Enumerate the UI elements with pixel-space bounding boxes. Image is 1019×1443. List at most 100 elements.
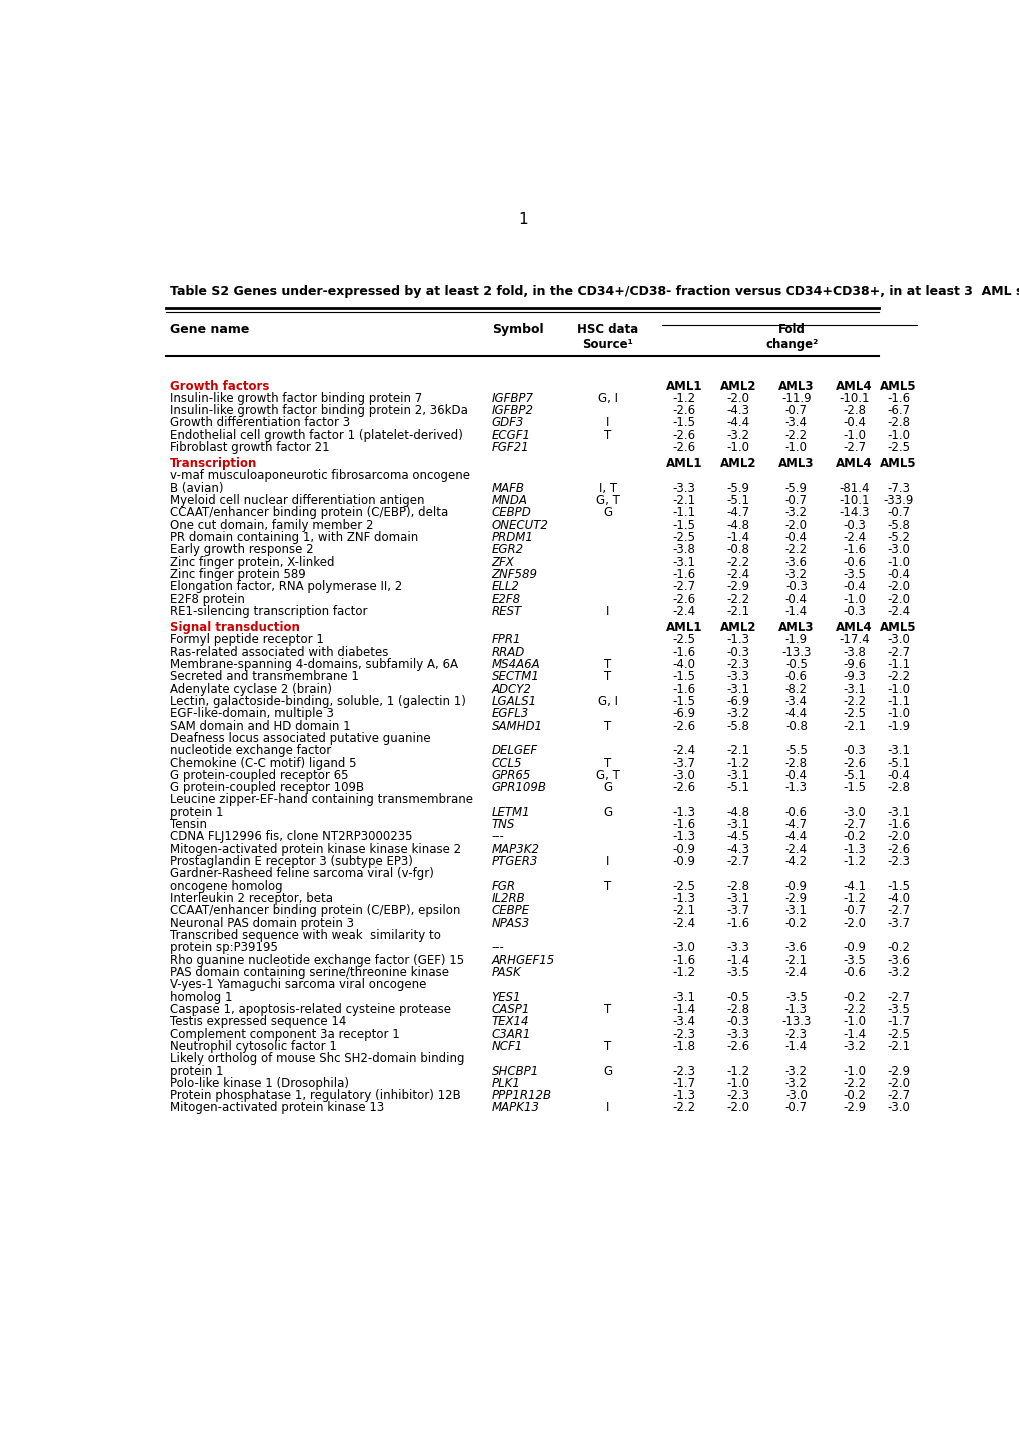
Text: Signal transduction: Signal transduction (170, 620, 300, 633)
Text: -1.6: -1.6 (672, 569, 695, 582)
Text: -1.6: -1.6 (672, 683, 695, 696)
Text: AML4: AML4 (836, 457, 872, 470)
Text: -1.6: -1.6 (672, 954, 695, 967)
Text: -3.0: -3.0 (887, 1101, 909, 1114)
Text: -1.0: -1.0 (784, 442, 807, 455)
Text: -3.2: -3.2 (784, 1076, 807, 1089)
Text: ARHGEF15: ARHGEF15 (491, 954, 554, 967)
Text: -1.3: -1.3 (784, 781, 807, 794)
Text: -3.4: -3.4 (672, 1016, 695, 1029)
Text: -3.4: -3.4 (784, 417, 807, 430)
Text: -2.1: -2.1 (726, 745, 749, 758)
Text: ONECUT2: ONECUT2 (491, 518, 548, 531)
Text: -1.0: -1.0 (887, 683, 909, 696)
Text: Transcribed sequence with weak  similarity to: Transcribed sequence with weak similarit… (170, 929, 440, 942)
Text: -0.6: -0.6 (842, 556, 865, 569)
Text: MNDA: MNDA (491, 494, 527, 506)
Text: -1.3: -1.3 (726, 633, 749, 646)
Text: -1.2: -1.2 (726, 756, 749, 769)
Text: PAS domain containing serine/threonine kinase: PAS domain containing serine/threonine k… (170, 965, 448, 978)
Text: -0.6: -0.6 (784, 805, 807, 818)
Text: -4.3: -4.3 (726, 404, 749, 417)
Text: PLK1: PLK1 (491, 1076, 520, 1089)
Text: -3.5: -3.5 (842, 569, 865, 582)
Text: -2.8: -2.8 (726, 880, 749, 893)
Text: SAMHD1: SAMHD1 (491, 720, 542, 733)
Text: Growth differentiation factor 3: Growth differentiation factor 3 (170, 417, 350, 430)
Text: AML1: AML1 (665, 457, 701, 470)
Text: Chemokine (C-C motif) ligand 5: Chemokine (C-C motif) ligand 5 (170, 756, 357, 769)
Text: ZNF589: ZNF589 (491, 569, 537, 582)
Text: -7.3: -7.3 (887, 482, 909, 495)
Text: T: T (604, 720, 611, 733)
Text: E2F8 protein: E2F8 protein (170, 593, 245, 606)
Text: -1.5: -1.5 (672, 696, 695, 709)
Text: -5.8: -5.8 (887, 518, 909, 531)
Text: -2.8: -2.8 (887, 781, 909, 794)
Text: FPR1: FPR1 (491, 633, 521, 646)
Text: PPP1R12B: PPP1R12B (491, 1089, 551, 1102)
Text: SECTM1: SECTM1 (491, 670, 539, 684)
Text: -1.3: -1.3 (842, 843, 865, 856)
Text: I: I (605, 1101, 609, 1114)
Text: AML5: AML5 (879, 620, 916, 633)
Text: CCAAT/enhancer binding protein (C/EBP), epsilon: CCAAT/enhancer binding protein (C/EBP), … (170, 905, 460, 918)
Text: TNS: TNS (491, 818, 515, 831)
Text: -0.3: -0.3 (842, 605, 865, 618)
Text: Rho guanine nucleotide exchange factor (GEF) 15: Rho guanine nucleotide exchange factor (… (170, 954, 464, 967)
Text: I: I (605, 605, 609, 618)
Text: -0.7: -0.7 (784, 1101, 807, 1114)
Text: -1.5: -1.5 (842, 781, 865, 794)
Text: -3.2: -3.2 (726, 429, 749, 442)
Text: V-yes-1 Yamaguchi sarcoma viral oncogene: V-yes-1 Yamaguchi sarcoma viral oncogene (170, 978, 426, 991)
Text: AML3: AML3 (777, 457, 814, 470)
Text: YES1: YES1 (491, 990, 521, 1003)
Text: T: T (604, 756, 611, 769)
Text: -3.8: -3.8 (842, 645, 865, 658)
Text: v-maf musculoaponeurotic fibrosarcoma oncogene: v-maf musculoaponeurotic fibrosarcoma on… (170, 469, 470, 482)
Text: -2.4: -2.4 (672, 745, 695, 758)
Text: -2.7: -2.7 (726, 856, 749, 869)
Text: G: G (603, 1065, 612, 1078)
Text: -1.5: -1.5 (672, 417, 695, 430)
Text: T: T (604, 670, 611, 684)
Text: -13.3: -13.3 (781, 1016, 811, 1029)
Text: -1.5: -1.5 (672, 518, 695, 531)
Text: -4.2: -4.2 (784, 856, 807, 869)
Text: -1.1: -1.1 (887, 658, 909, 671)
Text: -2.7: -2.7 (842, 818, 865, 831)
Text: -3.4: -3.4 (784, 696, 807, 709)
Text: EGF-like-domain, multiple 3: EGF-like-domain, multiple 3 (170, 707, 333, 720)
Text: Complement component 3a receptor 1: Complement component 3a receptor 1 (170, 1027, 399, 1040)
Text: -0.3: -0.3 (727, 1016, 749, 1029)
Text: Neutrophil cytosolic factor 1: Neutrophil cytosolic factor 1 (170, 1040, 336, 1053)
Text: -2.4: -2.4 (672, 605, 695, 618)
Text: -1.9: -1.9 (784, 633, 807, 646)
Text: PRDM1: PRDM1 (491, 531, 533, 544)
Text: CCAAT/enhancer binding protein (C/EBP), delta: CCAAT/enhancer binding protein (C/EBP), … (170, 506, 448, 519)
Text: -1.0: -1.0 (887, 556, 909, 569)
Text: -3.2: -3.2 (784, 569, 807, 582)
Text: FGF21: FGF21 (491, 442, 529, 455)
Text: G, T: G, T (595, 769, 620, 782)
Text: -2.6: -2.6 (672, 720, 695, 733)
Text: -2.0: -2.0 (726, 1101, 749, 1114)
Text: -0.3: -0.3 (842, 518, 865, 531)
Text: -13.3: -13.3 (781, 645, 811, 658)
Text: ECGF1: ECGF1 (491, 429, 530, 442)
Text: -1.0: -1.0 (842, 593, 865, 606)
Text: -3.0: -3.0 (672, 769, 695, 782)
Text: -3.8: -3.8 (672, 544, 695, 557)
Text: -6.9: -6.9 (672, 707, 695, 720)
Text: -3.5: -3.5 (727, 965, 749, 978)
Text: LETM1: LETM1 (491, 805, 530, 818)
Text: Neuronal PAS domain protein 3: Neuronal PAS domain protein 3 (170, 916, 354, 929)
Text: -2.3: -2.3 (784, 1027, 807, 1040)
Text: -10.1: -10.1 (839, 494, 869, 506)
Text: -5.1: -5.1 (842, 769, 865, 782)
Text: -2.6: -2.6 (726, 1040, 749, 1053)
Text: -1.4: -1.4 (842, 1027, 865, 1040)
Text: -4.4: -4.4 (784, 707, 807, 720)
Text: -1.1: -1.1 (887, 696, 909, 709)
Text: -2.3: -2.3 (726, 1089, 749, 1102)
